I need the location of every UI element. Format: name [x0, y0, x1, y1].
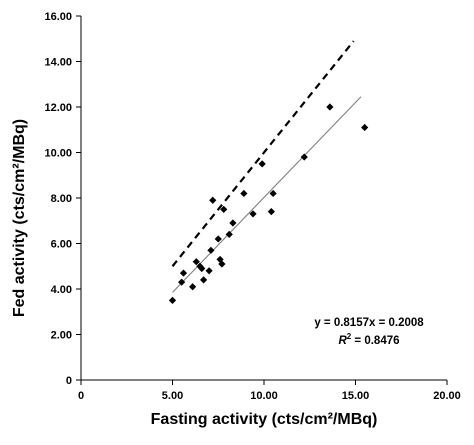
data-point [214, 235, 222, 243]
x-tick-label: 15.00 [342, 390, 370, 402]
r-squared-label: R2 = 0.8476 [338, 332, 399, 347]
data-point [200, 276, 208, 284]
y-tick-label: 10.00 [44, 148, 72, 160]
data-point [209, 196, 217, 204]
x-tick-label: 10.00 [250, 390, 278, 402]
data-point [326, 103, 334, 111]
identity-line [171, 40, 355, 267]
y-tick-label: 2.00 [51, 330, 72, 342]
y-tick-label: 4.00 [51, 284, 72, 296]
y-tick-label: 6.00 [51, 239, 72, 251]
data-point [207, 246, 215, 254]
data-point [205, 267, 213, 275]
regression-equation: y = 0.8157x = 0.2008 [314, 317, 424, 329]
y-tick-label: 8.00 [51, 193, 72, 205]
r-squared-value: = 0.8476 [351, 335, 399, 347]
data-point [168, 296, 177, 304]
y-tick-label: 0 [66, 375, 72, 387]
y-tick-label: 12.00 [44, 102, 72, 114]
data-point [198, 264, 206, 273]
x-axis-title: Fasting activity (cts/cm²/MBq) [151, 411, 378, 428]
data-point [220, 205, 228, 213]
data-point [229, 219, 237, 227]
data-point [249, 210, 257, 218]
data-point [300, 153, 308, 161]
data-point [216, 255, 224, 264]
data-point [179, 269, 188, 277]
r-squared-symbol: R [338, 335, 347, 347]
data-point [240, 189, 248, 198]
data-point [192, 258, 200, 266]
data-point [225, 230, 233, 238]
regression-line [172, 96, 362, 293]
y-tick-label: 14.00 [44, 57, 72, 69]
x-tick-label: 5.00 [162, 390, 183, 402]
data-point [269, 189, 277, 198]
x-tick-label: 20.00 [433, 390, 461, 402]
data-point [178, 278, 186, 286]
data-point [267, 208, 275, 216]
r-squared-exponent: 2 [347, 332, 352, 341]
data-point [218, 260, 226, 268]
reference-lines [171, 40, 362, 293]
data-points [168, 103, 369, 304]
x-tick-label: 0 [78, 390, 84, 402]
data-point [189, 283, 197, 291]
axes: 0 2.00 4.00 6.00 8.00 10.00 12.00 14.00 16.00 0 5.… [44, 11, 460, 402]
data-point [258, 160, 266, 168]
data-point [361, 123, 369, 132]
y-axis-title: Fed activity (cts/cm²/MBq) [11, 119, 28, 317]
y-tick-label: 16.00 [44, 11, 72, 23]
